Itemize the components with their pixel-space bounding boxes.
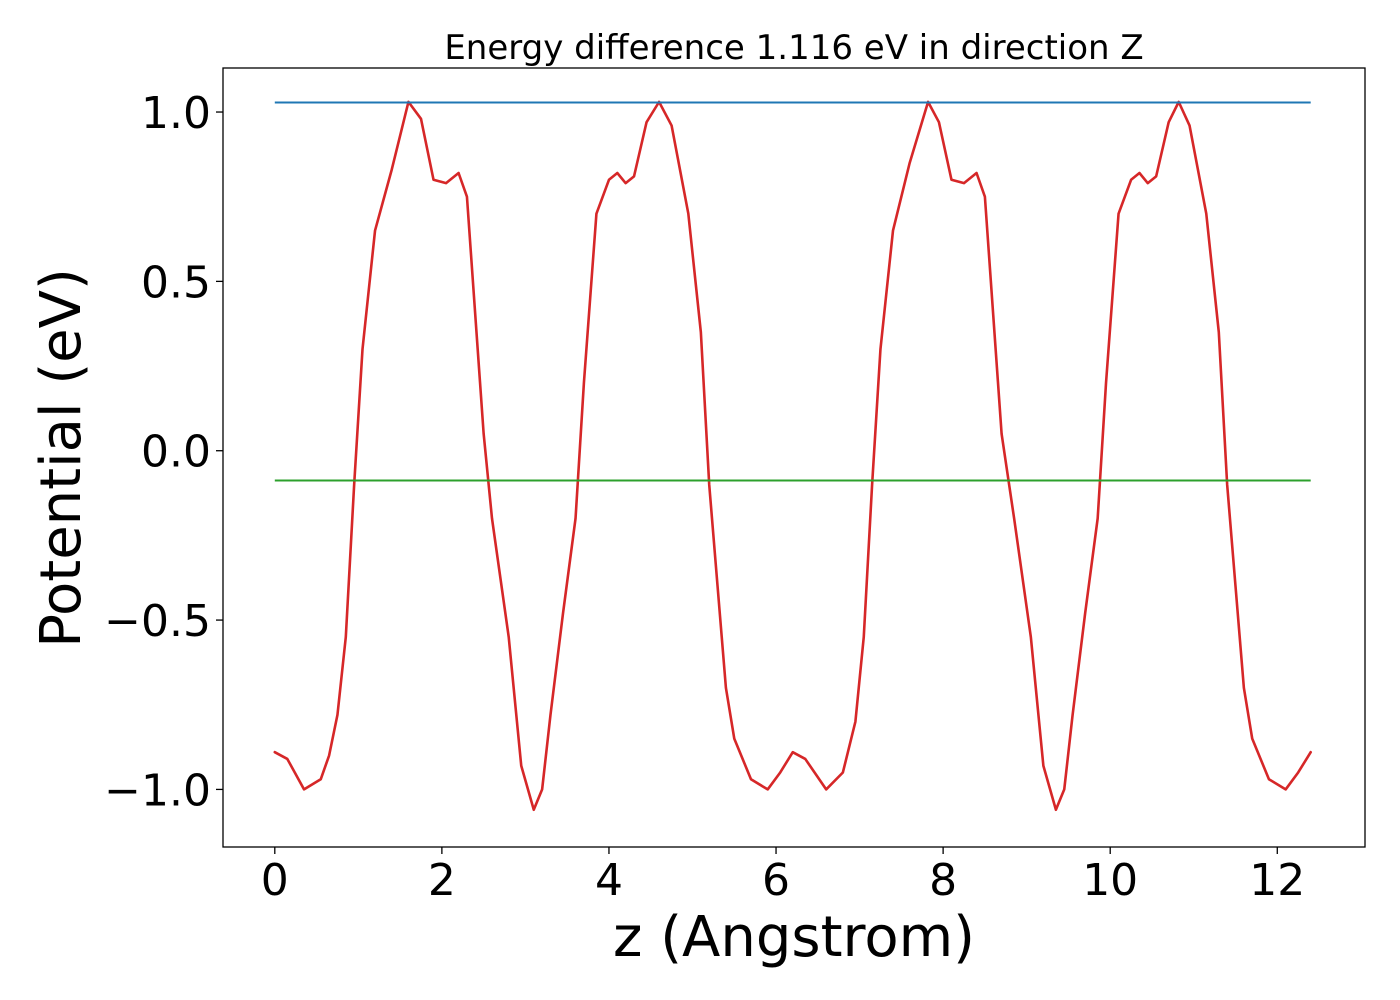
x-axis-ticks: 0 2 4 6 8 10 12 — [261, 847, 1305, 906]
x-tick-label: 0 — [261, 855, 289, 906]
x-tick-label: 2 — [428, 855, 456, 906]
y-tick-label: 0.5 — [141, 257, 211, 308]
y-axis-label: Potential (eV) — [29, 268, 94, 648]
axes-frame — [222, 67, 1366, 848]
y-tick-label: −0.5 — [104, 596, 211, 647]
x-tick-label: 4 — [595, 855, 623, 906]
x-tick-label: 12 — [1249, 855, 1305, 906]
y-tick-label: −1.0 — [104, 765, 211, 816]
y-tick-label: 0.0 — [141, 427, 211, 478]
y-axis-ticks: −1.0 −0.5 0.0 0.5 1.0 — [104, 88, 223, 816]
x-tick-label: 10 — [1082, 855, 1138, 906]
y-tick-label: 1.0 — [141, 88, 211, 139]
x-tick-label: 6 — [762, 855, 790, 906]
x-tick-label: 8 — [929, 855, 957, 906]
x-axis-label: z (Angstrom) — [613, 905, 975, 970]
potential-curve — [273, 100, 1312, 812]
plot-area — [273, 100, 1312, 812]
chart-title: Energy difference 1.116 eV in direction … — [444, 28, 1143, 68]
